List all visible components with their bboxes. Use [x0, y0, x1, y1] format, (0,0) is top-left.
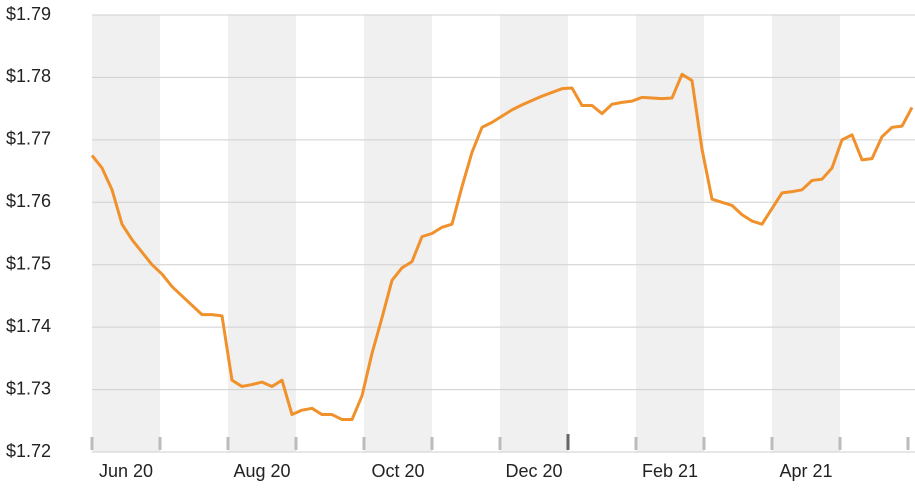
month-band — [92, 15, 160, 452]
month-band — [500, 15, 568, 452]
month-band — [364, 15, 432, 452]
month-band — [636, 15, 704, 452]
x-tick-label: Aug 20 — [233, 461, 290, 481]
y-tick-label: $1.74 — [6, 316, 51, 336]
y-tick-label: $1.78 — [6, 66, 51, 86]
x-tick-label: Apr 21 — [779, 461, 832, 481]
y-tick-label: $1.73 — [6, 378, 51, 398]
y-tick-label: $1.76 — [6, 191, 51, 211]
y-tick-label: $1.79 — [6, 4, 51, 24]
month-band — [228, 15, 296, 452]
x-tick-label: Feb 21 — [642, 461, 698, 481]
y-tick-label: $1.72 — [6, 441, 51, 461]
y-tick-label: $1.77 — [6, 129, 51, 149]
month-band — [772, 15, 840, 452]
x-tick-label: Jun 20 — [99, 461, 153, 481]
y-tick-label: $1.75 — [6, 253, 51, 273]
x-tick-label: Oct 20 — [371, 461, 424, 481]
line — [90, 72, 914, 422]
x-tick-label: Dec 20 — [505, 461, 562, 481]
